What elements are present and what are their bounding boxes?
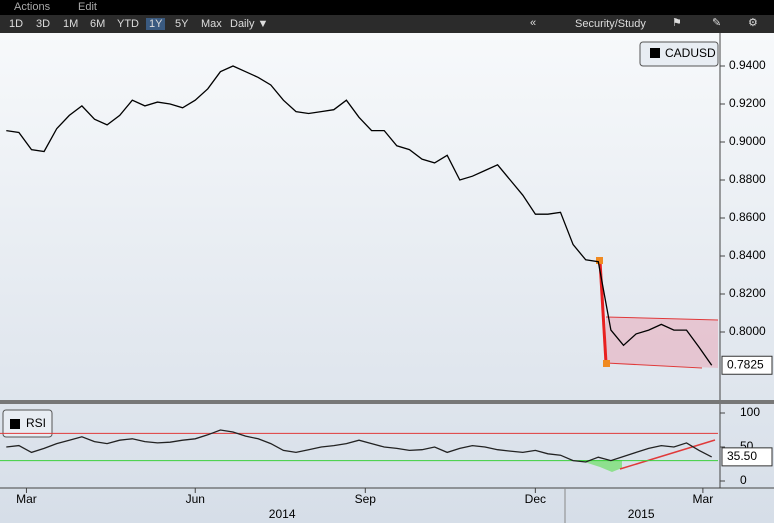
year-label: 2014 [269, 507, 296, 521]
y-tick-label: 0.8600 [729, 210, 766, 224]
range-button[interactable]: Max [201, 18, 222, 30]
range-button[interactable]: 1M [63, 18, 79, 30]
anchor-point [603, 360, 610, 367]
y-tick-label: 0.8800 [729, 172, 766, 186]
legend-label: CADUSD [665, 46, 716, 60]
y-tick-label: 0.9400 [729, 58, 766, 72]
current-value-box [721, 447, 773, 467]
channel-line [605, 362, 703, 369]
year-label: 2015 [628, 507, 655, 521]
range-group: 1D 3D 1M 6M YTD 1Y 5Y Max [0, 15, 230, 33]
settings-icon[interactable]: ⚙ [748, 17, 758, 29]
x-tick-label: Jun [186, 492, 205, 506]
edit-icon[interactable]: ✎ [712, 17, 722, 29]
x-tick-label: Mar [16, 492, 37, 506]
y-tick-label: 0.8400 [729, 248, 766, 262]
frequency-button[interactable]: Daily ▼ [230, 18, 269, 30]
series-line [6, 65, 713, 366]
legend-box [2, 409, 53, 438]
x-tick-label: Sep [355, 492, 377, 506]
range-button[interactable]: 1Y [146, 18, 166, 30]
collapse-icon[interactable]: « [530, 17, 537, 29]
channel-line [605, 316, 719, 321]
y-tick-label: 0.9000 [729, 134, 766, 148]
current-value-box [721, 355, 773, 375]
range-button[interactable]: 3D [36, 18, 51, 30]
legend-label: RSI [26, 416, 46, 430]
oversold-fill [578, 460, 622, 472]
anchor-point [596, 257, 603, 264]
y-tick-label: 0.9200 [729, 96, 766, 110]
chart: CADUSD RSI 0.8000 0.8200 0.8400 0.8600 0.880… [0, 33, 774, 523]
series-line [6, 429, 712, 463]
plot-background [0, 33, 774, 523]
range-button[interactable]: YTD [117, 18, 139, 30]
x-tick-label: Mar [693, 492, 714, 506]
legend-swatch [650, 48, 660, 58]
current-value-label: 0.7825 [727, 357, 764, 371]
toolbar: 1D 3D 1M 6M YTD 1Y 5Y Max Daily ▼ « Security/St… [0, 15, 774, 33]
y-tick-label: 0.8200 [729, 286, 766, 300]
range-button[interactable]: 5Y [175, 18, 189, 30]
x-tick-label: Dec [525, 492, 546, 506]
legend-swatch [10, 419, 20, 429]
study-button[interactable]: Security/Study [575, 18, 646, 30]
y-tick-label: 0.8000 [729, 324, 766, 338]
menu-item[interactable]: Edit [78, 1, 97, 13]
y-tick-label: 0 [740, 473, 747, 487]
current-value-label: 35.50 [727, 449, 757, 463]
y-tick-label: 100 [740, 405, 760, 419]
panel-separator [0, 400, 774, 404]
menu-bar: Actions Edit [0, 0, 774, 15]
range-button[interactable]: 6M [90, 18, 106, 30]
flag-icon[interactable]: ⚑ [672, 17, 682, 29]
channel-fill [606, 317, 718, 368]
rsi-trend-line [619, 439, 716, 470]
range-button[interactable]: 1D [9, 18, 24, 30]
menu-item[interactable]: Actions [14, 1, 51, 13]
